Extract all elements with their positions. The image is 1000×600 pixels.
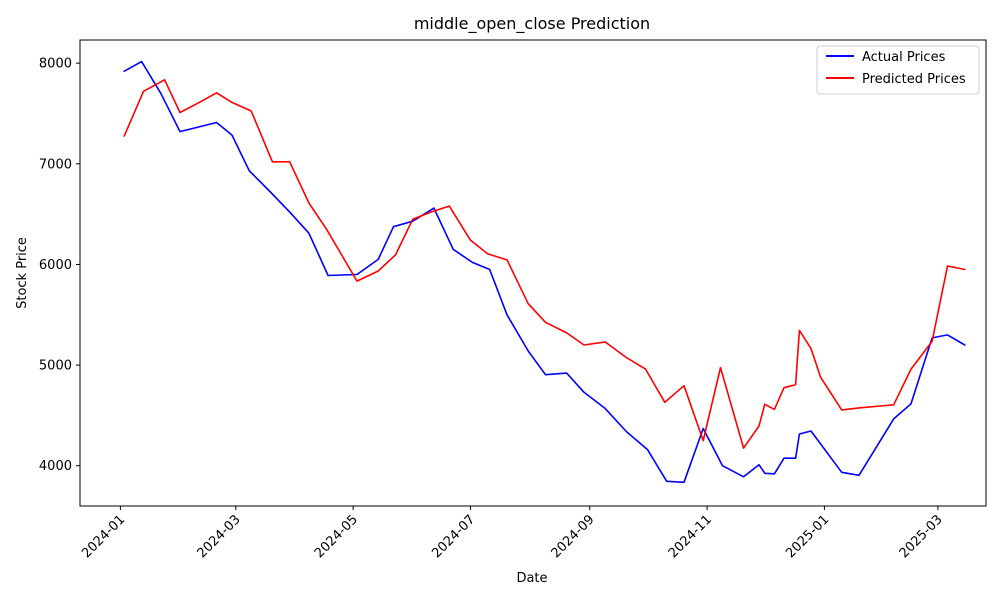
legend-label-actual: Actual Prices: [862, 50, 946, 65]
series-layer: [123, 60, 966, 484]
legend-label-predicted: Predicted Prices: [862, 72, 966, 87]
y-tick-label: 5000: [39, 359, 72, 374]
series-line-predicted: [123, 79, 966, 449]
y-tick-label: 4000: [39, 459, 72, 474]
y-axis: 4000 5000 6000 7000 8000: [39, 57, 80, 474]
legend-box: [816, 45, 980, 95]
legend: Actual Prices Predicted Prices: [816, 45, 980, 95]
plot-frame: [79, 39, 987, 507]
x-axis-title: Date: [516, 571, 547, 586]
chart-title: middle_open_close Prediction: [414, 14, 650, 34]
series-line-actual: [123, 60, 966, 484]
y-axis-title: Stock Price: [15, 237, 30, 309]
y-tick-label: 6000: [39, 258, 72, 273]
y-tick-label: 7000: [39, 157, 72, 172]
y-tick-label: 8000: [39, 57, 72, 72]
